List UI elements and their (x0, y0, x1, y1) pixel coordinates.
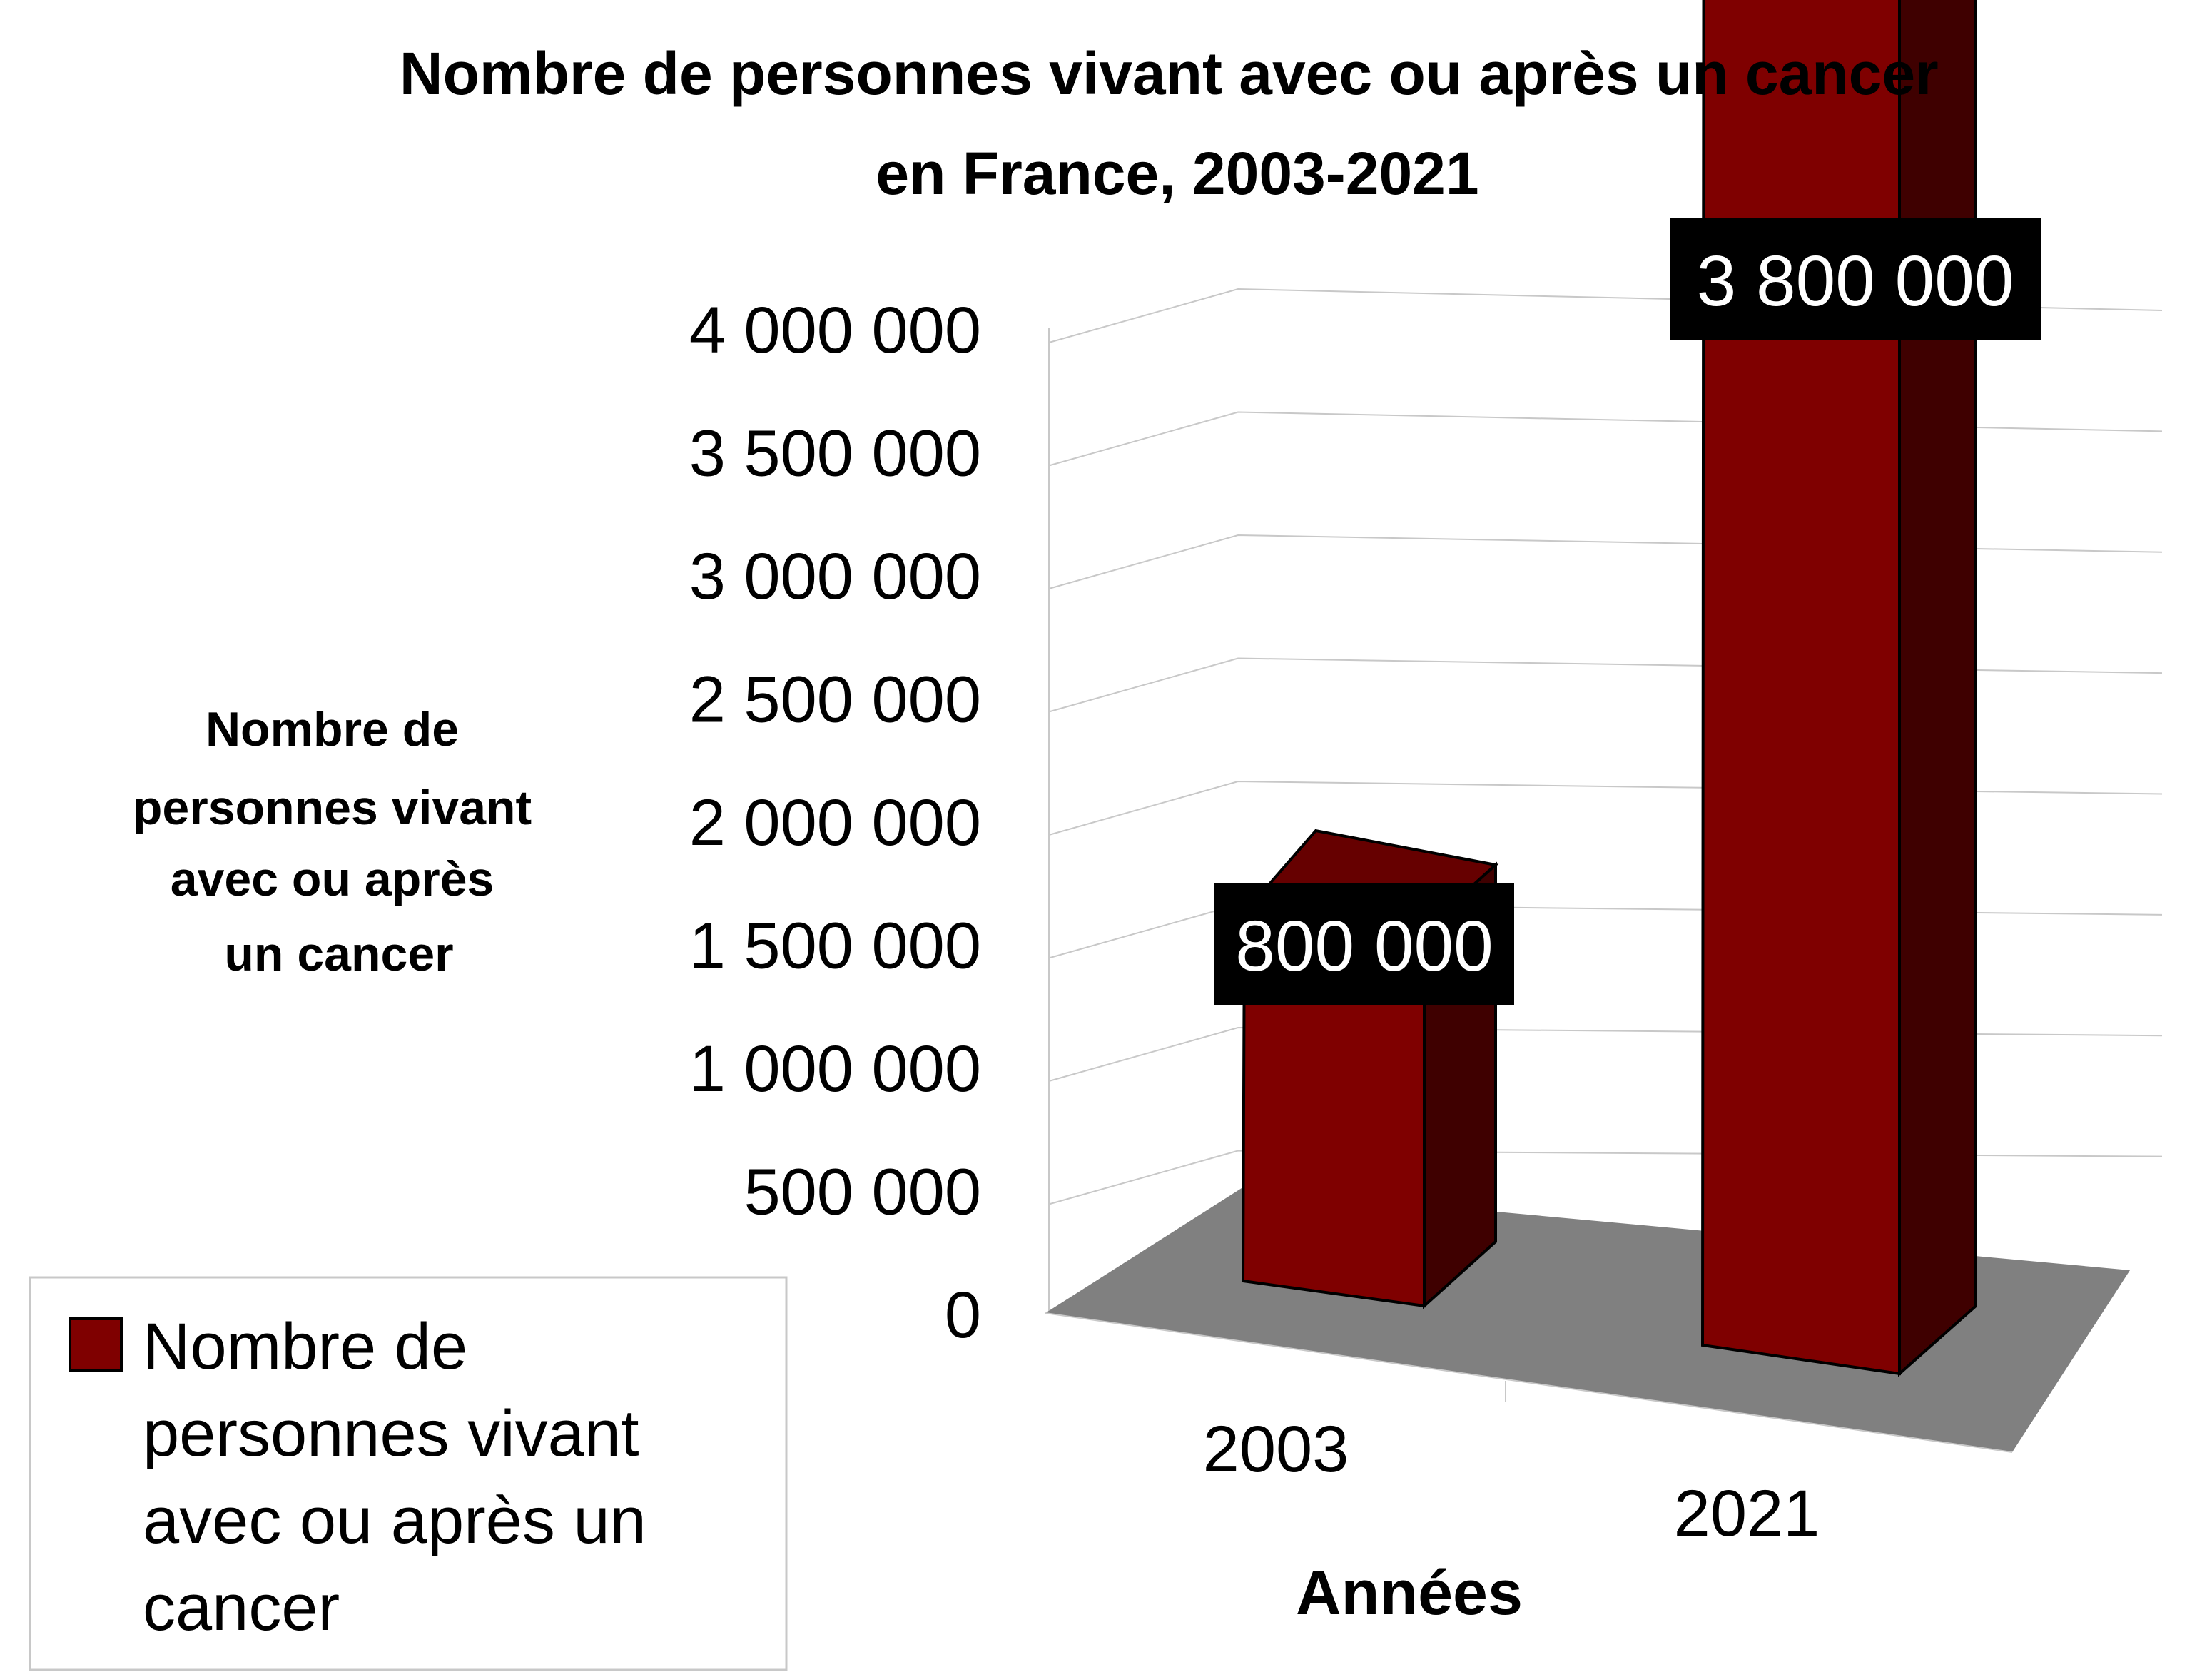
gridline (1048, 411, 2163, 467)
gridline (1048, 780, 2163, 836)
gridlines (1048, 288, 2163, 1313)
bar-front-face (1700, 0, 1901, 1376)
x-tick-label: 2003 (1203, 1413, 1349, 1486)
legend-label-line-4: cancer (143, 1571, 340, 1644)
chart-title-line-1: Nombre de personnes vivant avec ou après… (400, 40, 1939, 107)
y-tick-label: 2 000 000 (689, 786, 981, 859)
chart-title: Nombre de personnes vivant avec ou après… (400, 40, 1955, 207)
y-tick-label: 4 000 000 (689, 294, 981, 367)
data-label: 800 000 (1235, 906, 1493, 986)
y-tick-labels: 0 500 000 1 000 000 1 500 000 2 000 000 2 500… (689, 294, 981, 1352)
legend-label-line-2: personnes vivant (143, 1397, 639, 1470)
legend-label-line-1: Nombre de (143, 1310, 467, 1383)
data-label-box (1214, 883, 1514, 1005)
legend-label: Nombre de personnes vivant avec ou après… (143, 1310, 664, 1644)
data-label: 3 800 000 (1697, 241, 2014, 321)
y-tick-label: 1 500 000 (689, 910, 981, 983)
gridline (1048, 534, 2163, 589)
chart-title-line-2: en France, 2003-2021 (876, 140, 1478, 207)
bar-2021 (1700, 0, 1977, 1377)
x-axis-label: Années (1296, 1557, 1523, 1628)
y-tick-label: 3 500 000 (689, 417, 981, 490)
gridline (1048, 1026, 2163, 1082)
y-axis-label-line-1: Nombre de (206, 702, 459, 756)
x-tick-label: 2021 (1674, 1477, 1820, 1550)
data-label-box (1670, 218, 2041, 340)
y-axis-label: Nombre de personnes vivant avec ou après… (133, 702, 545, 981)
y-tick-label: 500 000 (744, 1156, 981, 1229)
x-tick-labels: 2003 2021 (1203, 1413, 1820, 1550)
y-axis-label-line-4: un cancer (224, 927, 453, 981)
data-labels: 800 000 3 800 000 (1214, 218, 2041, 1005)
legend-swatch (69, 1317, 123, 1372)
y-tick-label: 3 000 000 (689, 540, 981, 613)
y-tick-label: 0 (945, 1279, 981, 1352)
x-axis-line (1045, 1312, 2013, 1453)
y-tick-label: 2 500 000 (689, 664, 981, 736)
bar-side-face (1898, 0, 1977, 1377)
y-tick-label: 1 000 000 (689, 1033, 981, 1105)
legend: Nombre de personnes vivant avec ou après… (29, 1276, 788, 1671)
legend-label-line-3: avec ou après un (143, 1484, 646, 1557)
y-axis-label-line-2: personnes vivant (133, 781, 532, 835)
gridline (1048, 1150, 2163, 1205)
legend-box (29, 1276, 788, 1671)
y-axis-label-line-3: avec ou après (171, 852, 494, 906)
gridline (1048, 657, 2163, 713)
